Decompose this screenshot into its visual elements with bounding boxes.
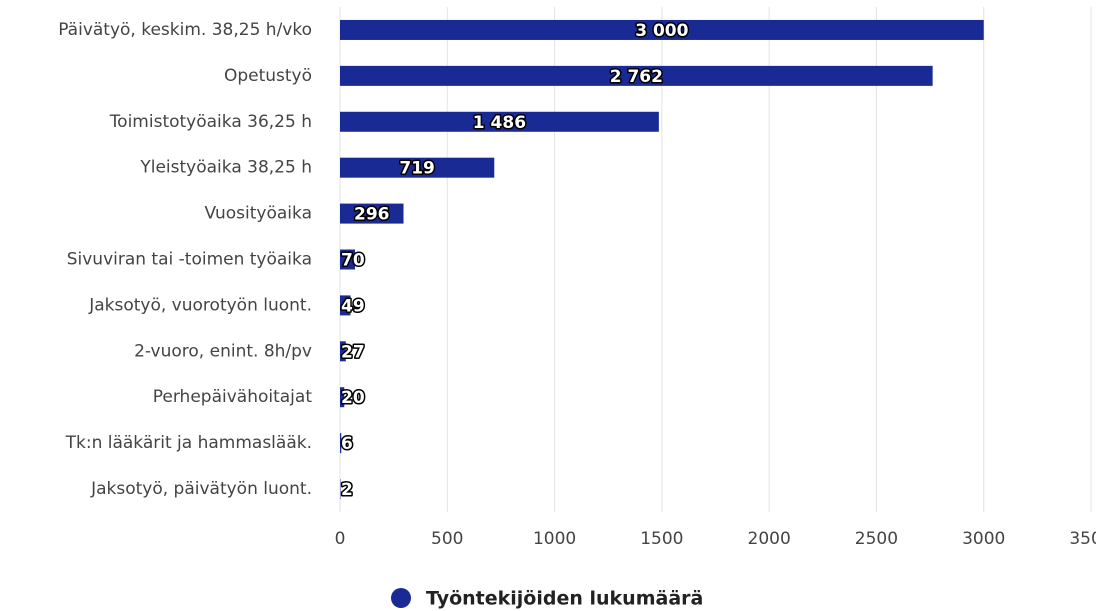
value-label: 6 [341, 434, 353, 454]
y-tick-label: Opetustyö [224, 66, 312, 86]
value-label: 2 [341, 480, 353, 500]
bar [340, 19, 984, 40]
x-tick-label: 1000 [533, 529, 576, 549]
bar [340, 249, 356, 270]
legend-marker [391, 588, 411, 608]
y-tick-label: Jaksotyö, vuorotyön luont. [88, 295, 312, 315]
legend-label: Työntekijöiden lukumäärä [426, 588, 703, 610]
value-label: 70 [341, 251, 365, 271]
bar [340, 157, 495, 178]
value-label: 2 762 [610, 67, 663, 87]
x-tick-label: 2000 [748, 529, 791, 549]
y-tick-label: Vuosityöaika [205, 204, 312, 224]
bar [340, 295, 351, 316]
x-tick-label: 0 [335, 529, 346, 549]
bar [340, 111, 659, 132]
value-label: 296 [354, 205, 390, 225]
bar [340, 433, 342, 454]
x-tick-label: 500 [431, 529, 463, 549]
y-tick-label: Jaksotyö, päivätyön luont. [90, 479, 312, 499]
y-tick-label: Sivuviran tai -toimen työaika [67, 250, 312, 270]
y-tick-label: Tk:n lääkärit ja hammaslääk. [65, 433, 312, 453]
value-label: 1 486 [473, 113, 526, 133]
value-label: 27 [341, 342, 365, 362]
value-label: 719 [399, 159, 435, 179]
y-tick-label: 2-vuoro, enint. 8h/pv [134, 341, 312, 361]
x-tick-label: 2500 [855, 529, 898, 549]
y-tick-label: Perhepäivähoitajat [153, 387, 313, 407]
value-label: 20 [341, 388, 365, 408]
bar [340, 65, 933, 86]
y-tick-label: Yleistyöaika 38,25 h [139, 158, 312, 178]
x-tick-label: 3000 [962, 529, 1005, 549]
y-tick-label: Päivätyö, keskim. 38,25 h/vko [58, 20, 312, 40]
x-tick-label: 3500 [1069, 529, 1096, 549]
bar [340, 341, 346, 362]
value-label: 3 000 [635, 21, 688, 41]
value-label: 49 [341, 296, 365, 316]
y-tick-label: Toimistotyöaika 36,25 h [109, 112, 312, 132]
x-tick-label: 1500 [640, 529, 683, 549]
bar [340, 387, 345, 408]
bar [340, 203, 404, 224]
